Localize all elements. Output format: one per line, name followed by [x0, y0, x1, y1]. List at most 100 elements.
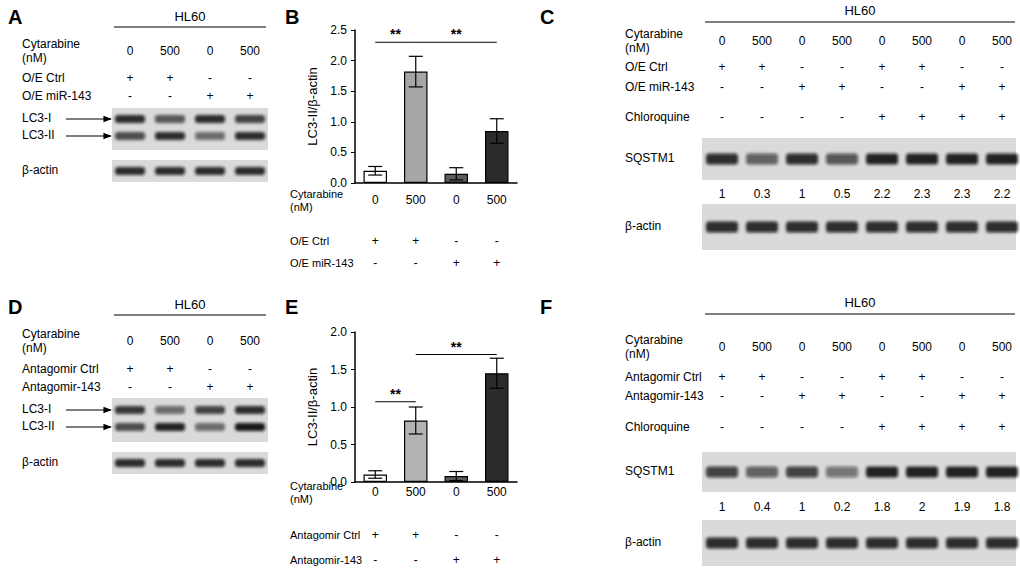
- svg-text:-: -: [960, 60, 964, 74]
- svg-text:0: 0: [207, 334, 214, 348]
- svg-text:HL60: HL60: [174, 297, 205, 312]
- svg-text:500: 500: [992, 34, 1012, 48]
- svg-text:1.8: 1.8: [874, 500, 891, 514]
- svg-text:+: +: [453, 553, 460, 567]
- svg-text:-: -: [880, 80, 884, 94]
- svg-text:0.5: 0.5: [330, 438, 347, 452]
- svg-text:500: 500: [752, 340, 772, 354]
- svg-text:0: 0: [453, 193, 460, 207]
- svg-text:0: 0: [207, 44, 214, 58]
- svg-text:500: 500: [487, 193, 507, 207]
- svg-text:O/E miR-143: O/E miR-143: [290, 257, 354, 269]
- svg-text:HL60: HL60: [844, 3, 875, 18]
- svg-text:HL60: HL60: [174, 9, 205, 24]
- svg-text:β-actin: β-actin: [22, 455, 58, 469]
- svg-text:0.3: 0.3: [754, 187, 771, 201]
- svg-text:Antagomir Ctrl: Antagomir Ctrl: [22, 362, 99, 376]
- svg-text:Cytarabine: Cytarabine: [22, 327, 80, 341]
- svg-text:+: +: [798, 80, 805, 94]
- svg-text:β-actin: β-actin: [625, 535, 661, 549]
- svg-text:HL60: HL60: [844, 295, 875, 310]
- svg-text:LC3-I: LC3-I: [22, 402, 51, 416]
- svg-text:1: 1: [799, 187, 806, 201]
- svg-text:0: 0: [372, 193, 379, 207]
- svg-text:+: +: [166, 71, 173, 85]
- svg-text:β-actin: β-actin: [22, 163, 58, 177]
- svg-text:500: 500: [240, 334, 260, 348]
- svg-text:-: -: [840, 420, 844, 434]
- svg-text:-: -: [960, 370, 964, 384]
- svg-text:0.2: 0.2: [834, 500, 851, 514]
- svg-text:+: +: [878, 110, 885, 124]
- svg-text:+: +: [998, 420, 1005, 434]
- svg-text:+: +: [998, 80, 1005, 94]
- svg-text:2.5: 2.5: [330, 23, 347, 37]
- svg-text:Cytarabine: Cytarabine: [22, 37, 80, 51]
- svg-text:(nM): (nM): [290, 493, 313, 505]
- svg-text:+: +: [206, 89, 213, 103]
- svg-text:-: -: [495, 528, 499, 542]
- svg-text:0.0: 0.0: [330, 475, 347, 489]
- svg-text:0: 0: [719, 34, 726, 48]
- svg-text:2.0: 2.0: [330, 54, 347, 68]
- svg-text:-: -: [840, 370, 844, 384]
- svg-text:-: -: [720, 420, 724, 434]
- svg-text:C: C: [540, 6, 554, 28]
- svg-text:+: +: [372, 234, 379, 248]
- svg-text:SQSTM1: SQSTM1: [625, 151, 675, 165]
- svg-text:-: -: [454, 234, 458, 248]
- svg-text:2.3: 2.3: [914, 187, 931, 201]
- svg-text:O/E miR-143: O/E miR-143: [22, 89, 92, 103]
- svg-text:0: 0: [372, 485, 379, 499]
- svg-text:O/E Ctrl: O/E Ctrl: [290, 235, 329, 247]
- svg-text:500: 500: [832, 340, 852, 354]
- svg-text:+: +: [246, 380, 253, 394]
- svg-text:Chloroquine: Chloroquine: [625, 110, 690, 124]
- svg-text:0.5: 0.5: [330, 145, 347, 159]
- svg-text:-: -: [800, 110, 804, 124]
- svg-text:Chloroquine: Chloroquine: [625, 420, 690, 434]
- svg-text:500: 500: [912, 340, 932, 354]
- svg-text:-: -: [720, 80, 724, 94]
- svg-text:-: -: [760, 80, 764, 94]
- svg-text:LC3-II/β-actin: LC3-II/β-actin: [305, 67, 320, 145]
- svg-text:1.9: 1.9: [954, 500, 971, 514]
- svg-text:+: +: [958, 110, 965, 124]
- svg-text:0: 0: [127, 334, 134, 348]
- svg-text:2.3: 2.3: [954, 187, 971, 201]
- svg-text:**: **: [390, 386, 401, 402]
- svg-text:+: +: [372, 528, 379, 542]
- svg-text:+: +: [493, 256, 500, 270]
- svg-text:0: 0: [959, 34, 966, 48]
- svg-text:-: -: [880, 389, 884, 403]
- svg-text:500: 500: [240, 44, 260, 58]
- svg-text:+: +: [878, 370, 885, 384]
- svg-text:-: -: [373, 256, 377, 270]
- svg-text:0: 0: [879, 340, 886, 354]
- svg-text:-: -: [248, 71, 252, 85]
- svg-text:-: -: [208, 362, 212, 376]
- svg-text:-: -: [128, 380, 132, 394]
- svg-text:500: 500: [160, 334, 180, 348]
- svg-text:-: -: [168, 380, 172, 394]
- svg-text:Antagomir-143: Antagomir-143: [625, 389, 704, 403]
- svg-text:Antagomir-143: Antagomir-143: [290, 554, 362, 566]
- svg-text:-: -: [760, 389, 764, 403]
- svg-text:0.4: 0.4: [754, 500, 771, 514]
- svg-text:-: -: [373, 553, 377, 567]
- svg-text:0: 0: [719, 340, 726, 354]
- svg-text:E: E: [285, 296, 298, 318]
- svg-text:500: 500: [912, 34, 932, 48]
- svg-text:-: -: [454, 528, 458, 542]
- svg-text:1: 1: [719, 500, 726, 514]
- svg-text:+: +: [878, 60, 885, 74]
- svg-text:O/E Ctrl: O/E Ctrl: [22, 71, 65, 85]
- svg-text:-: -: [1000, 370, 1004, 384]
- svg-text:+: +: [918, 60, 925, 74]
- svg-text:1.8: 1.8: [994, 500, 1011, 514]
- svg-text:+: +: [918, 110, 925, 124]
- svg-text:500: 500: [160, 44, 180, 58]
- svg-text:+: +: [246, 89, 253, 103]
- svg-text:0: 0: [799, 34, 806, 48]
- svg-text:-: -: [800, 370, 804, 384]
